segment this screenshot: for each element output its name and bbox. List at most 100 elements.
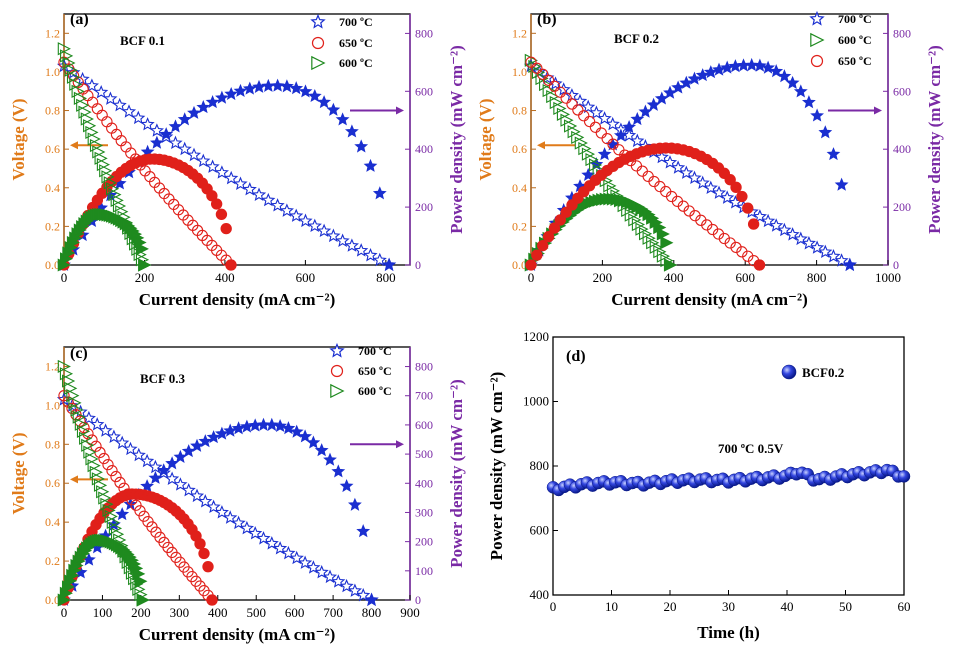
power-point [372,186,387,200]
power-point [326,102,341,116]
power-point [194,538,206,550]
voltage-arrowhead [537,141,545,150]
voltage-arrowhead [70,475,78,484]
y-right-tick-label: 300 [415,505,433,519]
voltage-point [279,203,294,217]
voltage-point [242,182,257,196]
x-tick-label: 900 [400,605,420,620]
voltage-point [589,158,603,172]
power-point [331,464,346,478]
y-left-tick-label: 0.8 [45,437,60,451]
x-tick-label: 10 [605,599,618,614]
voltage-point [206,499,221,514]
power-point [270,78,285,92]
voltage-point [173,477,188,491]
y-right-tick-label: 800 [415,360,433,374]
voltage-point [298,555,313,569]
power-point [205,95,220,109]
voltage-point [331,574,346,588]
voltage-point [111,527,125,541]
power-point [190,438,204,452]
voltage-point [810,240,825,254]
power-point [347,497,362,511]
x-tick-label: 200 [135,270,155,285]
power-point [233,83,248,97]
voltage-point [567,125,581,139]
power-point [298,429,313,443]
x-axis-title: Current density (mA cm⁻²) [139,290,335,309]
voltage-point [560,113,574,127]
power-point [736,190,748,203]
panel-label: (c) [70,345,88,362]
voltage-point [102,503,116,518]
y-right-tick-label: 600 [893,84,911,98]
power-point [695,68,710,82]
power-point [159,127,174,141]
voltage-point [571,130,585,145]
sample-label: BCF 0.1 [120,33,165,48]
y-left-axis-title: Voltage (V) [9,433,28,515]
y-left-tick-label: 1.0 [45,65,60,79]
voltage-point [273,541,288,555]
voltage-point [186,147,202,162]
power-point [537,239,549,252]
y-left-tick-label: 0.2 [512,219,527,233]
voltage-point [624,208,638,222]
voltage-point [103,176,117,190]
power-point [671,80,685,94]
panel-c: 0 100 200 300 400 500 600 700 800 900 0.0 0.2 0.4 0.6… [9,342,466,644]
voltage-point [306,560,321,574]
sample-label: BCF 0.2 [614,31,659,46]
y-right-tick-label: 200 [415,200,433,214]
power-point [289,81,304,95]
power-point [168,119,183,133]
voltage-point [99,164,113,178]
power-point [810,108,824,122]
y-right-tick-label: 200 [415,535,433,549]
voltage-point [537,68,549,80]
y-left-tick-label: 0.6 [512,142,527,156]
legend-label: BCF0.2 [802,365,844,380]
data-point [897,470,911,483]
legend-marker [311,55,326,71]
voltage-point [585,152,599,167]
power-point [826,147,841,161]
y-right-tick-label: 800 [415,26,433,40]
voltage-point [801,235,816,250]
x-tick-label: 1000 [875,270,901,285]
voltage-point [289,550,304,565]
voltage-point [656,249,671,263]
series-c700 [523,57,857,272]
y-right-tick-label: 200 [893,200,911,214]
x-tick-label: 20 [664,599,677,614]
y-left-tick-label: 0.0 [45,593,60,607]
power-point [785,75,800,89]
voltage-point [104,509,118,524]
legend-label: 700 ºC [838,12,872,26]
power-point [165,456,180,470]
panel-a: 0 200 400 600 800 0.0 0.2 0.4 0.6 0.8 1.0 1.2 0 200 40… [9,11,466,309]
legend-label: 700 ºC [339,15,373,29]
y-right-tick-label: 100 [415,564,433,578]
voltage-point [724,237,736,249]
power-point [150,135,164,149]
voltage-point [84,78,99,92]
condition-annotation: 700 ºC 0.5V [718,441,784,456]
voltage-point [344,238,359,252]
voltage-point [298,213,313,228]
y-right-tick-label: 400 [893,142,911,156]
power-point [138,258,152,272]
power-point [613,128,628,142]
power-point [687,71,702,85]
voltage-point [718,232,730,245]
power-point [630,111,645,126]
power-point [279,79,294,93]
y-right-tick-label: 0 [415,258,421,272]
power-point [531,249,543,261]
voltage-point [736,246,748,258]
voltage-point [281,545,296,560]
y-left-tick-label: 1.0 [512,65,527,79]
y-left-tick-label: 0.2 [45,219,60,233]
power-point [744,57,759,72]
